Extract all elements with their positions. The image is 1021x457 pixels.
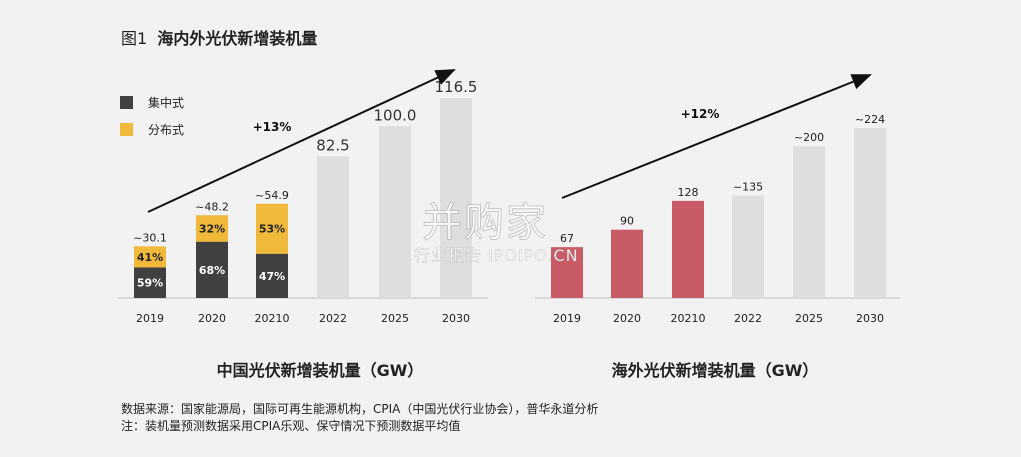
china-pct-label-distributed: 41% bbox=[137, 251, 163, 264]
overseas-x-tick-label: 2022 bbox=[734, 312, 762, 325]
overseas-x-tick-label: 2030 bbox=[856, 312, 884, 325]
china-total-label: ~54.9 bbox=[255, 189, 289, 202]
china-bar-forecast bbox=[379, 126, 411, 299]
china-total-label: ~30.1 bbox=[133, 231, 167, 244]
overseas-value-label: 128 bbox=[678, 186, 699, 199]
overseas-chart-caption: 海外光伏新增装机量（GW） bbox=[611, 361, 819, 380]
overseas-value-label: ~135 bbox=[733, 181, 763, 194]
overseas-value-label: ~200 bbox=[794, 131, 824, 144]
overseas-bar bbox=[672, 200, 704, 298]
china-x-tick-label: 2022 bbox=[319, 312, 347, 325]
overseas-x-tick-label: 2025 bbox=[795, 312, 823, 325]
china-bar-centralized bbox=[134, 267, 166, 298]
overseas-value-label: 67 bbox=[560, 232, 574, 245]
figure-number: 图1 bbox=[121, 29, 148, 48]
overseas-growth-label: +12% bbox=[681, 107, 720, 121]
overseas-bar bbox=[793, 146, 825, 298]
china-pct-label-centralized: 47% bbox=[259, 270, 285, 283]
overseas-value-label: 90 bbox=[620, 215, 634, 228]
china-bar-forecast bbox=[440, 98, 472, 298]
figure-title: 图1 海内外光伏新增装机量 bbox=[121, 25, 317, 49]
china-bar-centralized bbox=[256, 253, 288, 298]
china-bar-centralized bbox=[196, 241, 228, 298]
china-bar-distributed bbox=[134, 246, 166, 268]
china-chart-caption: 中国光伏新增装机量（GW） bbox=[216, 361, 424, 380]
china-x-tick-label: 2025 bbox=[381, 312, 409, 325]
overseas-bar bbox=[611, 229, 643, 298]
overseas-x-tick-label: 2020 bbox=[613, 312, 641, 325]
overseas-value-label: ~224 bbox=[855, 113, 885, 126]
overseas-bar bbox=[551, 247, 583, 298]
china-growth-arrow bbox=[147, 69, 456, 213]
source-notes: 数据来源：国家能源局，国际可再生能源机构，CPIA（中国光伏行业协会），普华永道… bbox=[121, 401, 598, 435]
china-bar-forecast bbox=[317, 156, 349, 298]
legend-label: 集中式 bbox=[148, 95, 184, 110]
china-total-label: 82.5 bbox=[316, 136, 349, 154]
china-pct-label-centralized: 68% bbox=[199, 264, 225, 277]
note-line: 注：装机量预测数据采用CPIA乐观、保守情况下预测数据平均值 bbox=[121, 419, 461, 433]
china-total-label: 116.5 bbox=[435, 78, 478, 96]
china-total-label: ~48.2 bbox=[195, 200, 229, 213]
china-x-tick-label: 20210 bbox=[255, 312, 290, 325]
china-bar-distributed bbox=[256, 203, 288, 254]
overseas-bar bbox=[732, 195, 764, 298]
china-pct-label-distributed: 53% bbox=[259, 223, 285, 236]
overseas-x-tick-label: 20210 bbox=[671, 312, 706, 325]
legend-swatch bbox=[120, 96, 133, 109]
china-pct-label-centralized: 59% bbox=[137, 277, 163, 290]
legend-label: 分布式 bbox=[148, 123, 184, 137]
source-line: 数据来源：国家能源局，国际可再生能源机构，CPIA（中国光伏行业协会），普华永道… bbox=[121, 402, 599, 416]
china-bar-distributed bbox=[196, 215, 228, 242]
overseas-bar bbox=[854, 128, 886, 298]
overseas-x-tick-label: 2019 bbox=[553, 312, 581, 325]
china-x-tick-label: 2030 bbox=[442, 312, 470, 325]
china-growth-label: +13% bbox=[253, 120, 292, 134]
china-pct-label-distributed: 32% bbox=[199, 222, 225, 235]
overseas-growth-arrow bbox=[561, 74, 872, 199]
china-total-label: 100.0 bbox=[374, 106, 417, 124]
china-x-tick-label: 2020 bbox=[198, 312, 226, 325]
legend-swatch bbox=[120, 123, 133, 136]
china-x-tick-label: 2019 bbox=[136, 312, 164, 325]
figure-title-text: 海内外光伏新增装机量 bbox=[157, 29, 318, 48]
